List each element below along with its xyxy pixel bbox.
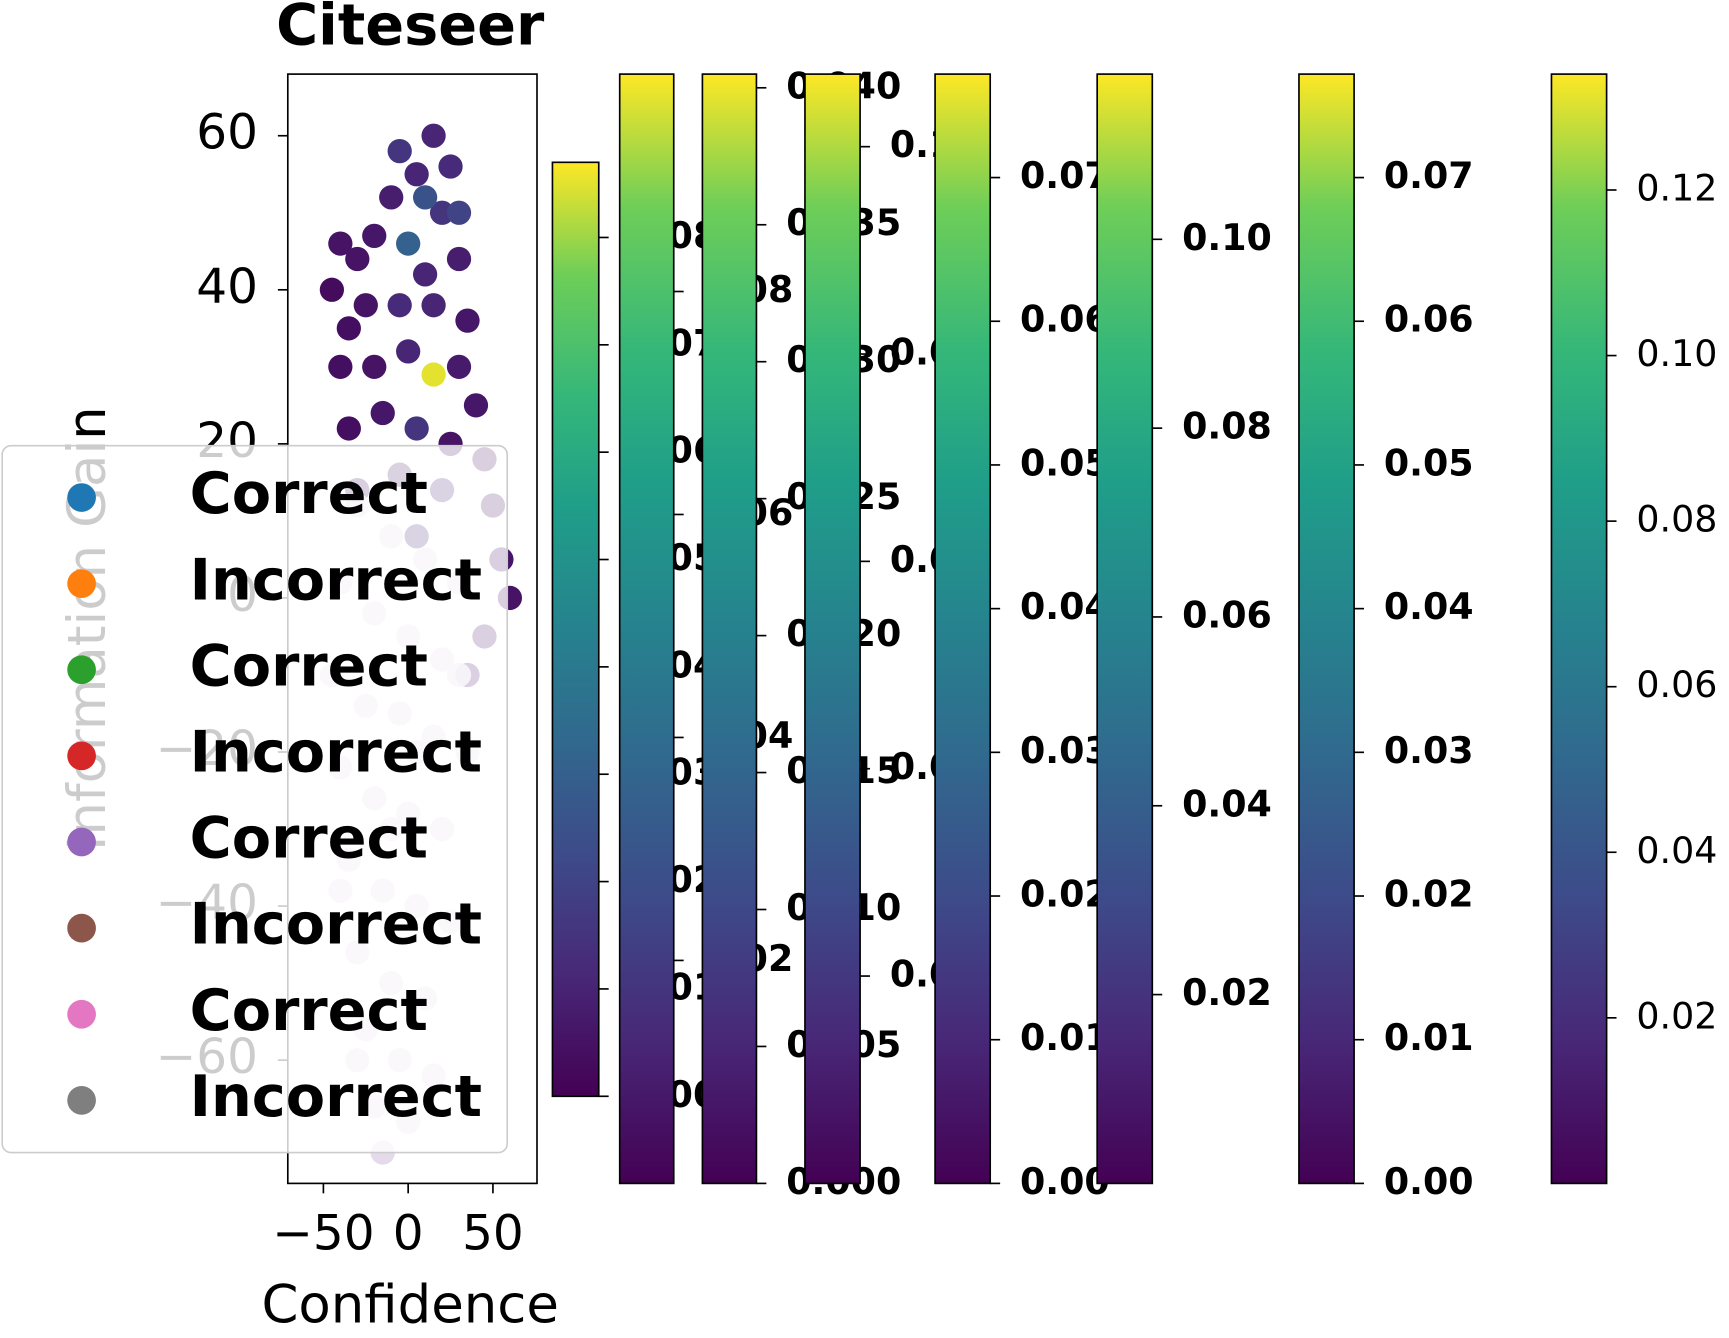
colorbar <box>1096 73 1154 1185</box>
colorbar-tick-label: 0.00 <box>1020 1160 1110 1203</box>
legend-label: Incorrect <box>190 719 482 786</box>
x-tick-label: 0 <box>393 1205 424 1261</box>
scatter-point <box>446 200 472 225</box>
x-tick-label: 50 <box>462 1205 524 1261</box>
colorbar-tick-label: 0.08 <box>1636 498 1717 541</box>
colorbar <box>934 73 992 1185</box>
colorbar-tick-label: 0.04 <box>1384 585 1474 628</box>
scatter-point <box>396 231 421 256</box>
scatter-point <box>412 185 438 210</box>
scatter-point <box>429 200 455 225</box>
scatter-point <box>421 362 446 387</box>
colorbar-tick-label: 0.01 <box>1020 1016 1110 1059</box>
legend-label: Correct <box>190 460 428 527</box>
legend-marker <box>67 569 96 598</box>
scatter-point <box>379 185 404 210</box>
scatter-point <box>328 231 353 256</box>
colorbar-tick-label: 0.04 <box>1636 829 1717 872</box>
colorbar-tick-label: 0.05 <box>1384 441 1474 484</box>
scatter-point <box>463 393 489 418</box>
legend-marker <box>67 741 96 771</box>
scatter-point <box>362 223 387 249</box>
colorbar-tick-label: 0.02 <box>1020 873 1110 916</box>
legend-label: Incorrect <box>190 891 482 958</box>
colorbar-tick-label: 0.10 <box>1636 332 1717 375</box>
colorbar-tick-label: 0.06 <box>1384 298 1474 341</box>
legend-box <box>1 444 509 1154</box>
scatter-point <box>387 139 412 164</box>
colorbar-tick-label: 0.04 <box>1182 782 1272 825</box>
colorbar-tick-label: 0.03 <box>1384 729 1474 772</box>
legend-marker <box>67 827 96 857</box>
scatter-point <box>421 293 446 318</box>
scatter-point <box>455 308 480 333</box>
colorbar-tick-label: 0.06 <box>1020 298 1110 341</box>
scatter-point <box>362 354 387 379</box>
legend-label: Incorrect <box>190 546 482 613</box>
legend-marker <box>67 913 96 943</box>
scatter-point <box>421 123 446 148</box>
colorbar-tick-label: 0.01 <box>1384 1016 1474 1059</box>
scatter-point <box>438 154 463 179</box>
scatter-point <box>404 162 429 187</box>
colorbar-tick-label: 0.03 <box>1020 729 1110 772</box>
legend-marker <box>67 1086 96 1115</box>
legend-marker <box>67 999 96 1029</box>
scatter-point <box>328 354 353 379</box>
scatter-point <box>336 416 361 441</box>
scatter-point <box>446 246 472 272</box>
scatter-point <box>404 416 429 441</box>
colorbar-tick-label: 0.06 <box>1636 663 1717 706</box>
legend-label: Incorrect <box>190 1063 482 1130</box>
colorbar <box>804 73 861 1185</box>
scatter-point <box>345 246 370 272</box>
colorbar-tick-label: 0.02 <box>1182 971 1272 1014</box>
scatter-point <box>319 277 345 302</box>
scatter-point <box>446 354 472 379</box>
colorbar-tick-label: 0.07 <box>1020 154 1110 197</box>
legend-marker <box>67 655 96 685</box>
scatter-point <box>370 400 395 426</box>
scatter-point <box>412 262 438 287</box>
chart-title: Citeseer <box>276 0 545 59</box>
colorbar-tick-label: 0.04 <box>1020 585 1110 628</box>
y-tick-label: 60 <box>196 105 258 161</box>
colorbar-tick-label: 0.00 <box>1384 1160 1474 1203</box>
legend-label: Correct <box>190 977 428 1044</box>
colorbar-tick-label: 0.07 <box>1384 154 1474 197</box>
y-tick-label: 40 <box>196 259 258 315</box>
colorbar-tick-label: 0.05 <box>1020 441 1110 484</box>
scatter-point <box>336 316 361 341</box>
scatter-point <box>353 293 378 318</box>
colorbar-tick-label: 0.10 <box>1182 216 1272 259</box>
legend-marker <box>67 483 96 512</box>
colorbar <box>1550 73 1608 1185</box>
scatter-point <box>396 339 421 364</box>
colorbar-tick-label: 0.12 <box>1636 167 1717 210</box>
x-axis-label: Confidence <box>261 1275 558 1336</box>
colorbar <box>618 73 675 1185</box>
legend-label: Correct <box>190 805 428 872</box>
colorbar <box>551 161 600 1098</box>
x-tick-label: −50 <box>272 1205 374 1261</box>
colorbar-tick-label: 0.08 <box>1182 405 1272 448</box>
colorbar <box>1298 73 1355 1185</box>
legend-label: Correct <box>190 632 428 699</box>
scatter-point <box>387 293 412 318</box>
colorbar-tick-label: 0.06 <box>1182 593 1272 636</box>
colorbar-tick-label: 0.02 <box>1384 873 1474 916</box>
colorbar <box>701 73 758 1185</box>
colorbar-tick-label: 0.02 <box>1636 994 1717 1037</box>
